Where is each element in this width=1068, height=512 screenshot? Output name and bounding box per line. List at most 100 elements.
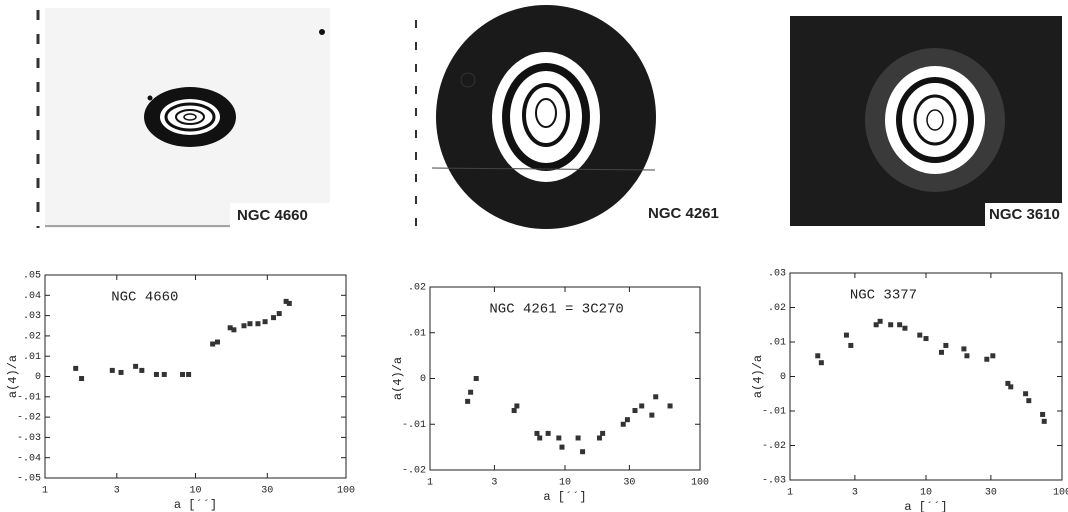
- data-point: [262, 319, 268, 325]
- data-point: [210, 341, 216, 347]
- image-label: NGC 4261: [648, 205, 719, 222]
- chart-title: NGC 4261 = 3C270: [489, 302, 623, 318]
- data-point: [534, 430, 540, 436]
- data-point: [943, 342, 949, 348]
- x-tick-label: 1: [427, 478, 433, 489]
- data-point: [620, 421, 626, 427]
- data-point: [632, 408, 638, 414]
- x-tick-label: 30: [261, 486, 273, 497]
- x-tick-label: 10: [920, 488, 932, 499]
- x-tick-label: 100: [1053, 488, 1068, 499]
- data-point: [468, 389, 474, 395]
- data-point: [286, 300, 292, 306]
- data-point: [888, 322, 894, 328]
- data-point: [1040, 411, 1046, 417]
- data-point: [667, 403, 673, 409]
- y-tick-label: .01: [768, 338, 786, 349]
- x-tick-label: 1: [42, 486, 48, 497]
- data-point: [873, 322, 879, 328]
- data-point: [545, 430, 551, 436]
- data-point: [227, 325, 233, 331]
- data-point: [161, 371, 167, 377]
- y-axis-label: a(4)/a: [6, 355, 20, 398]
- data-point: [815, 353, 821, 359]
- y-tick-label: .01: [23, 352, 41, 363]
- x-tick-label: 3: [114, 486, 120, 497]
- data-point: [1026, 398, 1032, 404]
- data-point: [938, 349, 944, 355]
- y-tick-label: -.03: [762, 476, 786, 487]
- y-axis-label: a(4)/a: [751, 355, 765, 398]
- data-point: [1008, 384, 1014, 390]
- y-tick-label: .03: [23, 311, 41, 322]
- data-point: [649, 412, 655, 418]
- data-point: [109, 367, 115, 373]
- data-point: [153, 371, 159, 377]
- data-point: [639, 403, 645, 409]
- data-point: [596, 435, 602, 441]
- y-tick-label: 0: [780, 372, 786, 383]
- data-point: [186, 371, 192, 377]
- data-point: [843, 332, 849, 338]
- chart-title: NGC 3377: [850, 288, 917, 304]
- y-tick-label: .02: [23, 332, 41, 343]
- data-point: [877, 318, 883, 324]
- x-axis-label: a [´´]: [174, 498, 217, 512]
- data-point: [139, 367, 145, 373]
- x-tick-label: 10: [189, 486, 201, 497]
- data-point: [180, 371, 186, 377]
- x-axis-label: a [´´]: [904, 500, 947, 512]
- data-point: [511, 408, 517, 414]
- y-tick-label: -.05: [17, 474, 41, 485]
- x-tick-label: 100: [691, 478, 709, 489]
- plot-frame: [44, 274, 347, 479]
- data-point: [897, 322, 903, 328]
- y-tick-label: -.01: [402, 420, 426, 431]
- x-tick-label: 3: [852, 488, 858, 499]
- y-tick-label: -.02: [402, 466, 426, 477]
- data-point: [653, 394, 659, 400]
- data-point: [255, 321, 261, 327]
- data-point: [902, 325, 908, 331]
- data-point: [465, 398, 471, 404]
- data-point: [1005, 380, 1011, 386]
- x-tick-label: 10: [559, 478, 571, 489]
- y-tick-label: 0: [420, 374, 426, 385]
- data-point: [514, 403, 520, 409]
- y-tick-label: -.01: [762, 407, 786, 418]
- data-point: [556, 435, 562, 441]
- y-tick-label: -.04: [17, 453, 41, 464]
- y-tick-label: -.01: [17, 392, 41, 403]
- chart-title: NGC 4660: [111, 290, 178, 306]
- plot-frame: [789, 272, 1063, 481]
- image-label: NGC 3610: [989, 206, 1060, 223]
- data-point: [73, 365, 79, 371]
- data-point: [848, 342, 854, 348]
- image-label: NGC 4660: [237, 207, 308, 224]
- galaxy-image: NGC 4261: [415, 5, 719, 230]
- y-tick-label: -.02: [762, 441, 786, 452]
- data-point: [276, 311, 282, 317]
- data-point: [964, 353, 970, 359]
- data-point: [79, 376, 85, 382]
- data-point: [923, 336, 929, 342]
- data-point: [118, 369, 124, 375]
- data-point: [559, 444, 565, 450]
- y-tick-label: -.03: [17, 433, 41, 444]
- y-axis-label: a(4)/a: [391, 357, 405, 400]
- data-point: [1041, 418, 1047, 424]
- y-tick-label: .03: [768, 269, 786, 280]
- data-point: [580, 449, 586, 455]
- data-point: [241, 323, 247, 329]
- data-point: [271, 315, 277, 321]
- data-point: [133, 363, 139, 369]
- data-point: [984, 356, 990, 362]
- data-point: [917, 332, 923, 338]
- x-tick-label: 100: [337, 486, 355, 497]
- y-tick-label: .01: [408, 328, 426, 339]
- galaxy-image: NGC 3610: [790, 16, 1062, 226]
- data-point: [247, 321, 253, 327]
- x-axis-label: a [´´]: [543, 490, 586, 504]
- data-point: [818, 360, 824, 366]
- data-point: [231, 327, 237, 333]
